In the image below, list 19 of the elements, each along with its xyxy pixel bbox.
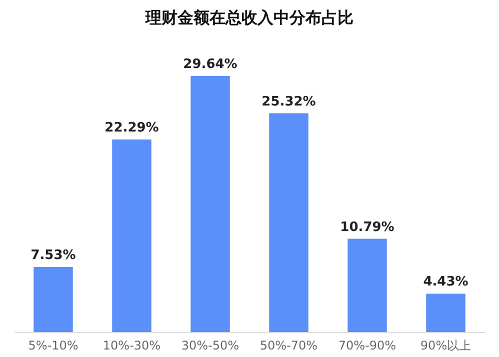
data-label: 7.53% [30,248,76,263]
x-tick-label: 90%以上 [420,338,472,352]
x-tick-label: 5%-10% [28,338,78,352]
data-label: 25.32% [262,94,316,110]
data-label: 29.64% [183,57,238,72]
chart-title: 理财金额在总收入中分布占比 [144,8,354,27]
bar [112,139,152,332]
bar [348,238,387,332]
bar [269,113,308,332]
bar [34,266,73,332]
x-tick-label: 50%-70% [260,338,318,352]
bar [190,76,230,332]
x-tick-label: 30%-50% [181,338,240,352]
data-label: 10.79% [340,220,394,235]
data-label: 22.29% [104,120,159,136]
bar [426,294,466,332]
x-tick-label: 70%-90% [338,338,396,352]
data-label: 4.43% [423,274,468,290]
x-tick-label: 10%-30% [102,338,161,352]
